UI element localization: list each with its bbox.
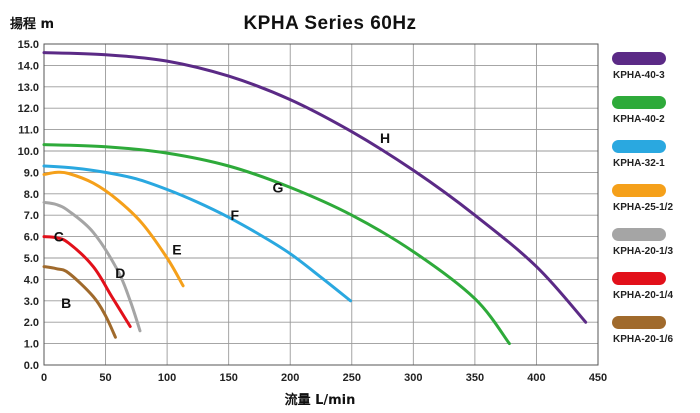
legend-swatch-kpha-25-1-2 — [612, 184, 666, 197]
legend-swatch-kpha-40-2 — [612, 96, 666, 109]
legend-swatch-kpha-20-1-4 — [612, 272, 666, 285]
y-tick-label: 0.0 — [24, 360, 39, 372]
curve-label-kpha-20-1-3: D — [115, 265, 125, 281]
y-tick-label: 12.0 — [18, 103, 39, 115]
y-tick-label: 13.0 — [18, 82, 39, 94]
legend-swatch-kpha-20-1-6 — [612, 316, 666, 329]
legend-label-kpha-20-1-4: KPHA-20-1/4 — [613, 290, 673, 301]
y-tick-label: 8.0 — [24, 189, 39, 201]
legend-label-kpha-40-3: KPHA-40-3 — [613, 70, 665, 81]
x-tick-label: 200 — [281, 372, 299, 384]
series-line-kpha-32-1 — [42, 164, 352, 303]
series-curves — [42, 51, 588, 346]
x-axis-title: 流量 L/min — [285, 392, 356, 408]
series-line-kpha-20-1-6 — [42, 265, 117, 339]
x-tick-label: 150 — [219, 372, 237, 384]
curve-label-kpha-40-2: G — [272, 179, 283, 195]
series-line-kpha-20-1-4 — [42, 235, 132, 328]
y-tick-label: 14.0 — [18, 60, 39, 72]
curve-label-kpha-32-1: F — [231, 207, 240, 223]
chart-title: KPHA Series 60Hz — [243, 13, 416, 34]
legend-label-kpha-20-1-6: KPHA-20-1/6 — [613, 334, 673, 345]
plot-frame — [43, 43, 599, 366]
x-tick-label: 0 — [41, 372, 47, 384]
y-tick-label: 15.0 — [18, 39, 39, 51]
curve-label-kpha-20-1-4: C — [54, 229, 64, 245]
legend-label-kpha-20-1-3: KPHA-20-1/3 — [613, 246, 673, 257]
x-tick-labels: 0 50 100 150 200 250 300 350 400 450 — [41, 372, 607, 384]
legend-swatch-kpha-20-1-3 — [612, 228, 666, 241]
y-axis-title: 揚程 m — [10, 16, 54, 32]
x-tick-label: 400 — [527, 372, 545, 384]
x-tick-label: 50 — [99, 372, 111, 384]
legend-swatch-kpha-32-1 — [612, 140, 666, 153]
curve-label-kpha-25-1-2: E — [172, 241, 181, 257]
series-line-kpha-25-1-2 — [42, 170, 185, 288]
legend-label-kpha-25-1-2: KPHA-25-1/2 — [613, 202, 673, 213]
y-tick-label: 5.0 — [24, 253, 39, 265]
y-tick-label: 3.0 — [24, 296, 39, 308]
y-tick-label: 9.0 — [24, 167, 39, 179]
x-tick-label: 350 — [466, 372, 484, 384]
series-line-kpha-40-2 — [42, 143, 511, 346]
y-tick-label: 10.0 — [18, 146, 39, 158]
y-tick-label: 11.0 — [18, 125, 39, 137]
y-tick-label: 4.0 — [24, 274, 39, 286]
curve-label-kpha-20-1-6: B — [61, 295, 71, 311]
legend-swatch-kpha-40-3 — [612, 52, 666, 65]
legend-label-kpha-32-1: KPHA-32-1 — [613, 158, 665, 169]
series-line-kpha-20-1-3 — [42, 200, 142, 333]
curve-label-kpha-40-3: H — [380, 130, 390, 146]
curve-labels: H G F E D C B — [54, 130, 390, 311]
x-tick-label: 450 — [589, 372, 607, 384]
y-tick-label: 7.0 — [24, 210, 39, 222]
y-tick-label: 1.0 — [24, 339, 39, 351]
x-tick-label: 300 — [404, 372, 422, 384]
x-tick-label: 250 — [343, 372, 361, 384]
legend: KPHA-40-3 KPHA-40-2 KPHA-32-1 KPHA-25-1/2 KP… — [612, 52, 673, 345]
grid — [43, 43, 599, 366]
y-tick-labels: 0.0 1.0 2.0 3.0 4.0 5.0 6.0 7.0 8.0 9.0 10.0 11.0 12… — [18, 39, 39, 372]
y-tick-label: 2.0 — [24, 317, 39, 329]
legend-label-kpha-40-2: KPHA-40-2 — [613, 114, 665, 125]
y-tick-label: 6.0 — [24, 232, 39, 244]
series-line-kpha-40-3 — [42, 51, 588, 324]
x-tick-label: 100 — [158, 372, 176, 384]
